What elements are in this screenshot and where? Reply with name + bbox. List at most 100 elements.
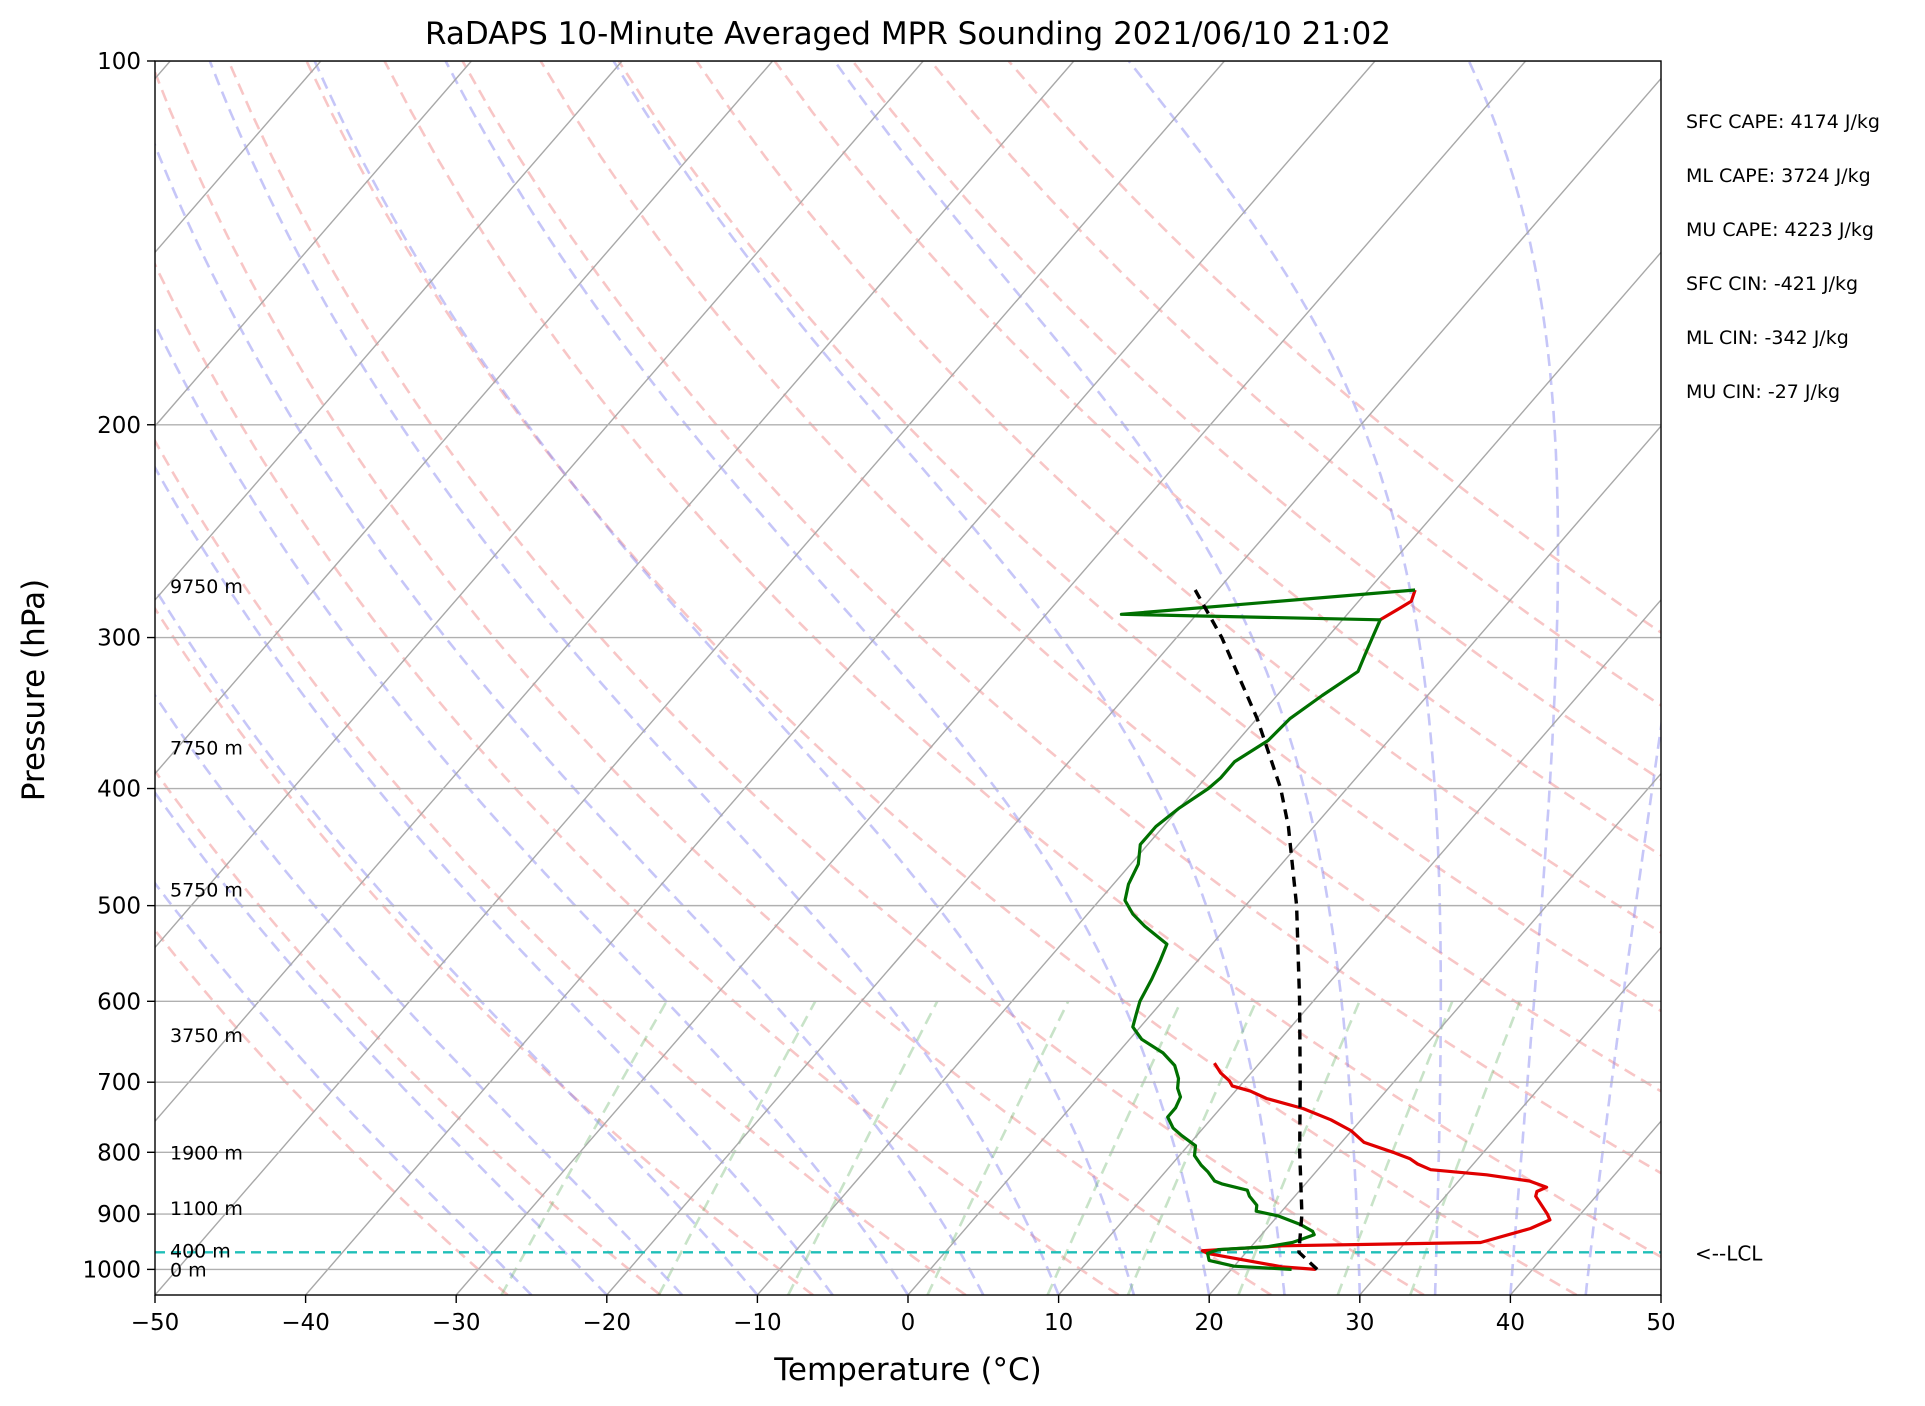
moist-adiabat xyxy=(1467,61,1560,1295)
isotherm-line xyxy=(907,425,1661,1295)
dry-adiabat xyxy=(155,768,662,1295)
mixing-ratio-line xyxy=(1126,1000,1258,1295)
mixing-ratio-line xyxy=(500,1000,668,1295)
dry-adiabat xyxy=(851,61,1661,782)
x-tick-label: 30 xyxy=(1345,1310,1374,1336)
height-label: 1900 m xyxy=(170,1142,243,1164)
mixing-ratio-line xyxy=(1237,1000,1361,1295)
isotherm-line xyxy=(155,61,623,601)
isotherm-line xyxy=(155,61,1075,1123)
mixing-ratio-line xyxy=(1336,1000,1454,1295)
x-axis-ticks: −50 −40 −30 −20 −10 0 10 20 30 40 50 xyxy=(131,1295,1676,1336)
y-tick-label: 300 xyxy=(97,626,141,652)
moist-adiabat xyxy=(444,61,1211,1295)
y-tick-label: 100 xyxy=(97,49,141,75)
stability-indices: SFC CAPE: 4174 J/kg ML CAPE: 3724 J/kg MU … xyxy=(1686,111,1880,403)
moist-adiabat xyxy=(1127,61,1443,1295)
dry-adiabat xyxy=(155,438,967,1295)
y-tick-label: 700 xyxy=(97,1070,141,1096)
x-tick-label: −10 xyxy=(733,1310,782,1336)
moist-adiabat xyxy=(1584,718,1661,1295)
x-tick-label: −20 xyxy=(583,1310,632,1336)
dry-adiabat xyxy=(695,61,1661,934)
y-axis-ticks: 100 200 300 400 500 600 700 800 900 1000 xyxy=(82,49,155,1283)
mixing-ratio-line xyxy=(1409,1000,1522,1295)
isobar-gridlines xyxy=(155,61,1661,1271)
sounding-trace-1 xyxy=(1379,589,1417,622)
y-tick-label: 800 xyxy=(97,1140,141,1166)
x-tick-label: −40 xyxy=(281,1310,330,1336)
height-label: 0 m xyxy=(170,1259,207,1281)
moist-adiabat xyxy=(155,586,759,1295)
dry-adiabat xyxy=(227,61,1425,1295)
index-text: MU CIN: -27 J/kg xyxy=(1686,381,1840,403)
moist-adiabat xyxy=(155,321,910,1295)
dry-adiabat xyxy=(305,61,1578,1295)
dry-adiabat xyxy=(155,68,1272,1295)
isotherm-line xyxy=(1208,772,1661,1295)
chart-title: RaDAPS 10-Minute Averaged MPR Sounding 2… xyxy=(425,16,1391,52)
mixing-ratio-line xyxy=(1046,1000,1183,1295)
height-label: 3750 m xyxy=(170,1025,243,1047)
moist-adiabat xyxy=(155,693,684,1295)
dry-adiabat xyxy=(617,61,1661,1013)
moist-adiabat xyxy=(155,881,533,1295)
index-text: ML CIN: -342 J/kg xyxy=(1686,327,1849,349)
moist-adiabat xyxy=(155,141,985,1295)
dry-adiabat xyxy=(155,928,509,1295)
x-tick-label: 10 xyxy=(1044,1310,1073,1336)
y-tick-label: 600 xyxy=(97,989,141,1015)
height-label: 7750 m xyxy=(170,738,243,760)
isotherm-line xyxy=(1660,1293,1661,1295)
x-tick-label: −30 xyxy=(432,1310,481,1336)
isotherm-line xyxy=(1359,946,1661,1295)
index-text: ML CAPE: 3724 J/kg xyxy=(1686,165,1871,187)
height-label: 9750 m xyxy=(170,576,243,598)
mixing-ratio-line xyxy=(657,1000,817,1295)
moist-adiabat xyxy=(208,61,1060,1295)
dry-adiabat xyxy=(929,61,1661,708)
sounding-trace-0 xyxy=(1200,1062,1552,1271)
dry-adiabat xyxy=(155,261,1120,1295)
isotherm-line xyxy=(155,61,472,428)
background-reference-lines xyxy=(155,61,1661,1295)
sounding-traces xyxy=(1119,588,1552,1271)
moist-adiabat xyxy=(155,465,834,1295)
height-label: 1100 m xyxy=(170,1198,243,1220)
index-text: MU CAPE: 4223 J/kg xyxy=(1686,219,1874,241)
dry-adiabat xyxy=(773,61,1661,857)
moist-adiabat xyxy=(833,61,1362,1295)
moist-adiabat xyxy=(155,790,608,1295)
sounding-trace-2 xyxy=(1119,588,1416,1271)
y-tick-label: 400 xyxy=(97,777,141,803)
x-tick-label: −50 xyxy=(131,1310,180,1336)
dry-adiabat xyxy=(383,61,1661,1259)
dry-adiabat xyxy=(461,61,1661,1175)
isotherm-line xyxy=(1509,1120,1661,1295)
isotherm-line xyxy=(606,77,1661,1295)
y-tick-label: 900 xyxy=(97,1202,141,1228)
moist-adiabat xyxy=(612,61,1286,1295)
lcl-label: <--LCL xyxy=(1695,1241,1763,1265)
isotherm-line xyxy=(155,61,924,949)
index-text: SFC CAPE: 4174 J/kg xyxy=(1686,111,1880,133)
y-tick-label: 200 xyxy=(97,413,141,439)
isotherm-line xyxy=(155,61,1225,1295)
isotherm-line xyxy=(455,61,1527,1295)
moist-adiabat xyxy=(313,61,1136,1295)
x-tick-label: 0 xyxy=(901,1310,916,1336)
mixing-ratio-line xyxy=(926,1000,1070,1295)
x-tick-label: 20 xyxy=(1195,1310,1224,1336)
isotherm-line xyxy=(756,251,1661,1295)
x-axis-label: Temperature (°C) xyxy=(773,1352,1042,1388)
dry-adiabat xyxy=(155,606,814,1295)
y-axis-label: Pressure (hPa) xyxy=(16,579,52,801)
plot-frame xyxy=(154,60,1662,1296)
isotherm-line xyxy=(155,61,774,775)
x-tick-label: 50 xyxy=(1646,1310,1675,1336)
y-tick-label: 500 xyxy=(97,894,141,920)
dry-adiabat xyxy=(1007,61,1661,635)
mixing-ratio-line xyxy=(787,1000,939,1295)
